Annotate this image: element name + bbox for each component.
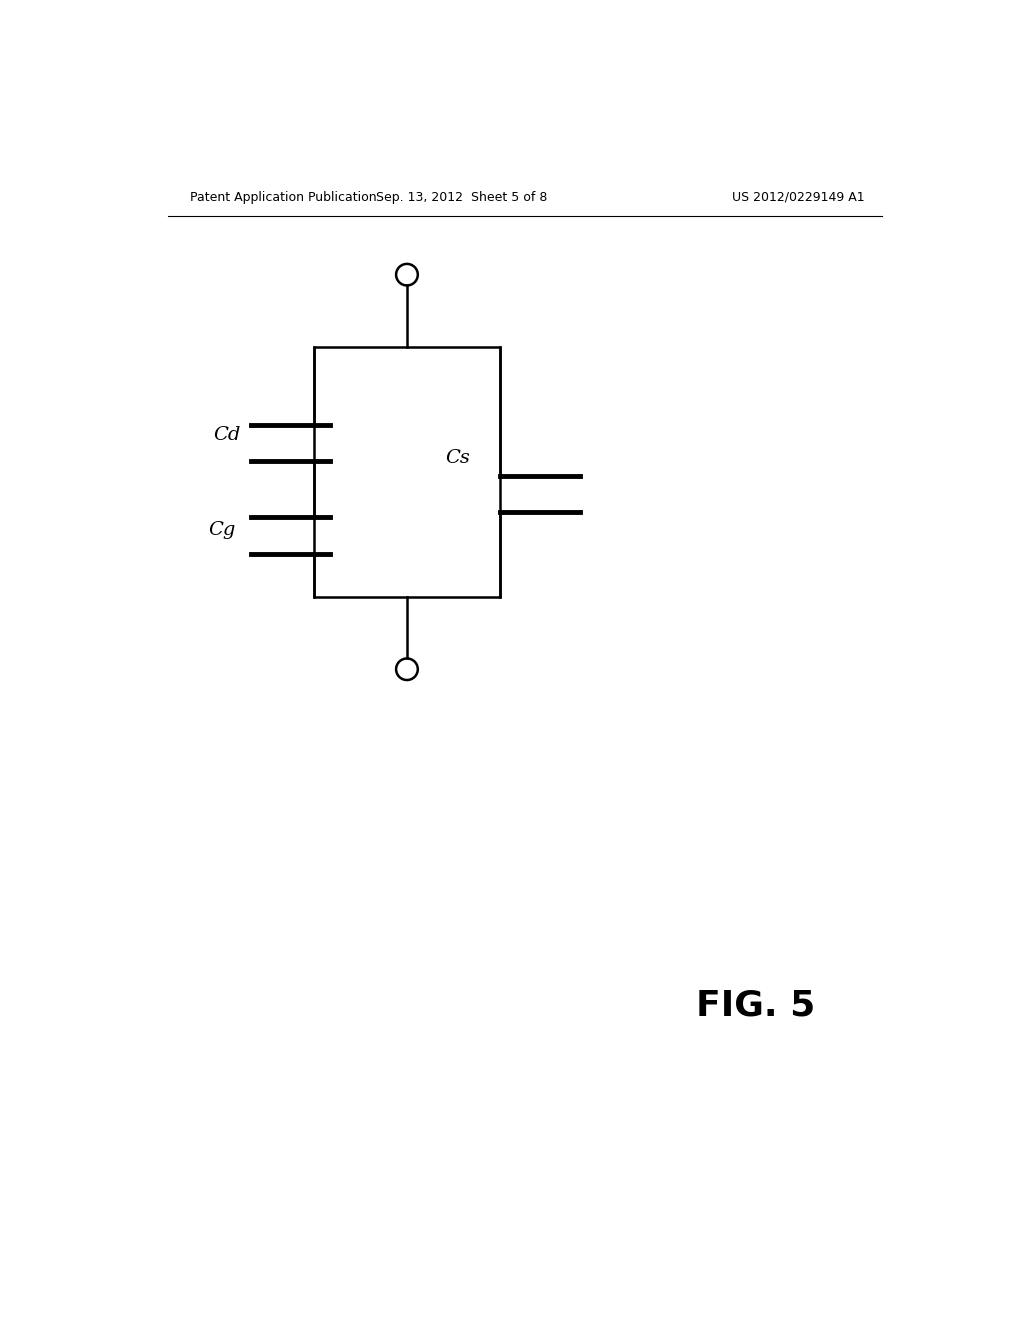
Text: Cd: Cd	[214, 426, 241, 444]
Text: FIG. 5: FIG. 5	[696, 989, 815, 1022]
Text: Cg: Cg	[208, 521, 236, 540]
Text: Cs: Cs	[444, 449, 470, 467]
Bar	[313, 347, 500, 598]
Text: US 2012/0229149 A1: US 2012/0229149 A1	[732, 190, 864, 203]
Text: Patent Application Publication: Patent Application Publication	[189, 190, 377, 203]
Text: Sep. 13, 2012  Sheet 5 of 8: Sep. 13, 2012 Sheet 5 of 8	[376, 190, 547, 203]
